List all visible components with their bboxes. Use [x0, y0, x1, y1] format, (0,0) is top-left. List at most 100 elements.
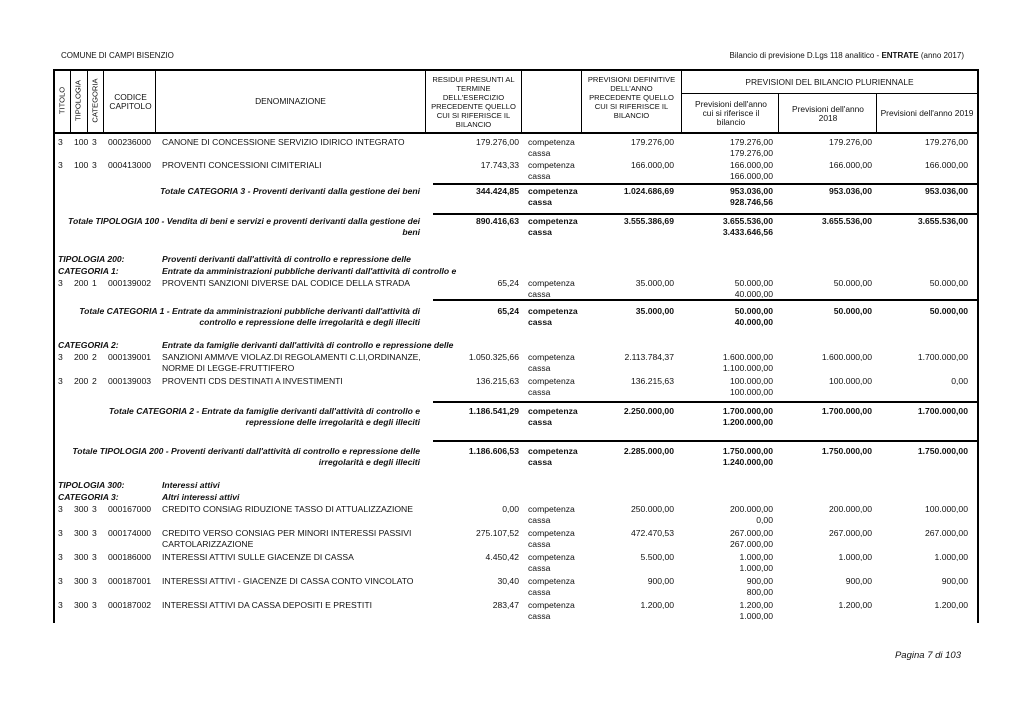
anno-cassa-cell: 0,00	[756, 515, 773, 525]
col-sep	[155, 70, 156, 133]
prev-def-cell: 1.200,00	[640, 600, 674, 610]
header-pluriennale: PREVISIONI DEL BILANCIO PLURIENNALE	[745, 76, 914, 87]
anno-competenza-cell: 179.276,00	[729, 137, 773, 147]
residui-cell: 17.743,33	[480, 160, 519, 170]
titolo-cell: 3	[58, 528, 63, 538]
2018-cell: 179.276,00	[828, 137, 872, 147]
report-title-suffix: (anno 2017)	[918, 51, 964, 60]
cassa-label: cassa	[528, 171, 551, 181]
2019-cell: 179.276,00	[924, 137, 968, 147]
tipologia-cell: 100	[74, 160, 89, 170]
section-key: TIPOLOGIA 200:	[58, 254, 125, 264]
tipologia-cell: 300	[74, 600, 89, 610]
total-label: Totale TIPOLOGIA 100 - Vendita di beni e…	[68, 216, 420, 237]
denominazione-cell: CANONE DI CONCESSIONE SERVIZIO IDIRICO I…	[162, 137, 405, 147]
prev-def-cell: 1.024.686,69	[623, 186, 674, 196]
competenza-label: competenza	[528, 137, 575, 147]
competenza-label: competenza	[528, 504, 575, 514]
2018-cell: 166.000,00	[828, 160, 872, 170]
anno-competenza-cell: 1.700.000,00	[722, 406, 773, 416]
cassa-label: cassa	[528, 289, 551, 299]
anno-competenza-cell: 50.000,00	[734, 278, 773, 288]
residui-cell: 65,24	[497, 278, 519, 288]
header-bottom-border	[53, 132, 979, 134]
2019-cell: 267.000,00	[924, 528, 968, 538]
competenza-label: competenza	[528, 576, 575, 586]
anno-cassa-cell: 1.000,00	[739, 611, 773, 621]
titolo-cell: 3	[58, 160, 63, 170]
section-key: CATEGORIA 2:	[58, 340, 119, 350]
residui-cell: 179.276,00	[475, 137, 519, 147]
codice-cell: 000186000	[108, 552, 152, 562]
cassa-label: cassa	[528, 227, 552, 237]
anno-competenza-cell: 1.000,00	[739, 552, 773, 562]
2018-cell: 1.700.000,00	[821, 406, 872, 416]
2018-cell: 267.000,00	[828, 528, 872, 538]
categoria-cell: 3	[92, 600, 97, 610]
cassa-label: cassa	[528, 539, 551, 549]
report-title-prefix: Bilancio di previsione D.Lgs 118 analiti…	[729, 51, 882, 60]
tipologia-cell: 200	[74, 278, 89, 288]
residui-cell: 30,40	[497, 576, 519, 586]
competenza-label: competenza	[528, 216, 578, 226]
2018-cell: 1.600.000,00	[821, 352, 872, 362]
anno-cassa-cell: 166.000,00	[729, 171, 773, 181]
titolo-cell: 3	[58, 376, 63, 386]
prev-def-cell: 35.000,00	[635, 306, 674, 316]
tipologia-cell: 300	[74, 552, 89, 562]
categoria-cell: 3	[92, 160, 97, 170]
page-number: Pagina 7 di 103	[894, 650, 961, 661]
prev-def-cell: 166.000,00	[630, 160, 674, 170]
denominazione-cell: PROVENTI CDS DESTINATI A INVESTIMENTI	[162, 376, 343, 386]
codice-cell: 000139001	[108, 352, 152, 362]
anno-competenza-cell: 100.000,00	[729, 376, 773, 386]
2019-cell: 900,00	[941, 576, 968, 586]
2019-cell: 166.000,00	[924, 160, 968, 170]
categoria-cell: 1	[92, 278, 97, 288]
residui-cell: 0,00	[502, 504, 519, 514]
anno-competenza-cell: 1.600.000,00	[722, 352, 773, 362]
categoria-cell: 3	[92, 528, 97, 538]
anno-cassa-cell: 100.000,00	[729, 387, 773, 397]
anno-competenza-cell: 166.000,00	[729, 160, 773, 170]
prev-def-cell: 2.285.000,00	[623, 446, 674, 456]
col-sep	[425, 70, 426, 133]
codice-cell: 000139003	[108, 376, 152, 386]
categoria-cell: 3	[92, 576, 97, 586]
denominazione-cell: INTERESSI ATTIVI SULLE GIACENZE DI CASSA	[162, 552, 354, 562]
cassa-label: cassa	[528, 417, 552, 427]
anno-competenza-cell: 267.000,00	[729, 528, 773, 538]
col-sep	[521, 70, 522, 133]
anno-cassa-cell: 928.746,56	[729, 197, 773, 207]
2019-cell: 50.000,00	[929, 306, 968, 316]
report-title-bold: ENTRATE	[881, 51, 919, 60]
2018-cell: 200.000,00	[828, 504, 872, 514]
prev-def-cell: 179.276,00	[630, 137, 674, 147]
titolo-cell: 3	[58, 576, 63, 586]
cassa-label: cassa	[528, 611, 551, 621]
cassa-label: cassa	[528, 515, 551, 525]
2018-cell: 50.000,00	[833, 306, 872, 316]
total-label: Totale TIPOLOGIA 200 - Proventi derivant…	[72, 446, 420, 467]
section-text: Altri interessi attivi	[162, 492, 240, 502]
anno-competenza-cell: 953.036,00	[729, 186, 773, 196]
section-text: Entrate da amministrazioni pubbliche der…	[162, 266, 457, 276]
cassa-label: cassa	[528, 563, 551, 573]
header-denominazione: DENOMINAZIONE	[255, 96, 326, 106]
competenza-label: competenza	[528, 186, 578, 196]
anno-cassa-cell: 1.200.000,00	[722, 417, 773, 427]
residui-cell: 890.416,63	[475, 216, 519, 226]
header-titolo: TITOLO	[57, 86, 67, 115]
prev-def-cell: 250.000,00	[630, 504, 674, 514]
anno-cassa-cell: 800,00	[746, 587, 773, 597]
border-left	[53, 69, 55, 623]
anno-cassa-cell: 1.100.000,00	[722, 363, 773, 373]
anno-cassa-cell: 40.000,00	[734, 317, 773, 327]
2019-cell: 0,00	[951, 376, 968, 386]
report-title: Bilancio di previsione D.Lgs 118 analiti…	[730, 50, 965, 61]
prev-def-cell: 35.000,00	[635, 278, 674, 288]
codice-cell: 000413000	[108, 160, 152, 170]
2019-cell: 1.700.000,00	[917, 352, 968, 362]
competenza-label: competenza	[528, 306, 578, 316]
titolo-cell: 3	[58, 504, 63, 514]
